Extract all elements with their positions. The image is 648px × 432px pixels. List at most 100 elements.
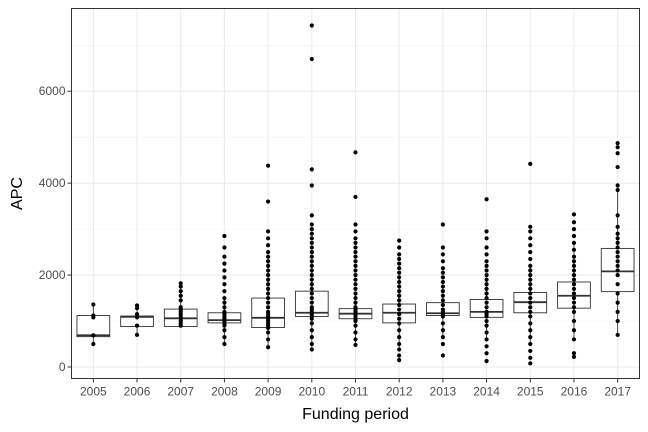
data-point [397,302,402,308]
data-point [353,295,358,301]
data-point [222,282,227,287]
x-tick-label: 2008 [211,385,238,399]
data-point [571,247,577,252]
data-point [266,295,271,301]
data-point [397,335,402,340]
data-point [615,272,620,278]
data-point [528,256,533,262]
data-point [397,284,402,289]
data-point [309,263,314,268]
data-point [615,224,620,229]
data-point [397,293,402,298]
data-point [178,289,183,294]
data-point [615,183,620,188]
data-point [528,341,533,347]
data-point [178,293,183,298]
data-point [440,266,445,271]
data-point [615,300,620,305]
data-point [397,238,402,243]
data-point [484,291,489,296]
data-point [571,354,577,359]
data-point [397,341,402,347]
data-point [353,342,358,348]
data-point [178,298,183,303]
data-point [397,270,402,275]
data-point [309,231,314,236]
data-point [178,305,183,310]
data-point [266,337,271,342]
data-point [571,305,577,310]
data-point [571,272,577,278]
data-point [440,335,445,340]
data-point [134,323,140,328]
x-tick-label: 2016 [561,385,588,399]
data-point [484,295,489,301]
data-point [397,358,402,363]
data-point [615,187,620,193]
data-point [528,305,533,310]
data-point [397,316,402,321]
data-point [440,284,445,289]
data-point [353,277,358,282]
data-point [266,236,271,241]
data-point [440,328,445,333]
data-point [484,282,489,287]
data-point [309,268,314,273]
data-point [528,291,533,296]
data-point [484,300,489,305]
data-point [528,286,533,291]
data-point [615,263,620,268]
data-point [309,286,314,291]
data-point [309,282,314,287]
y-tick-label: 4000 [39,176,66,190]
y-tick-label: 0 [59,360,66,374]
data-point [353,337,358,342]
data-point [571,318,577,324]
data-point [222,295,227,301]
points-layer [91,23,620,366]
data-point [484,245,489,250]
data-point [222,300,227,305]
data-point [571,259,577,264]
data-point [440,298,445,303]
data-point [91,302,96,307]
data-point [397,245,402,250]
data-point [353,268,358,273]
data-point [484,318,489,324]
data-point [222,309,227,314]
data-point [309,167,314,172]
data-point [353,150,358,155]
data-point [528,361,533,366]
y-axis-title: APC [9,177,26,210]
data-point [571,263,577,268]
data-point [266,199,271,204]
data-point [440,353,445,358]
data-point [266,300,271,305]
data-point [222,261,227,266]
data-point [178,281,183,286]
data-point [91,313,96,318]
x-tick-label: 2006 [124,385,151,399]
y-tick-label: 6000 [39,84,66,98]
data-point [353,323,358,328]
data-point [222,305,227,310]
x-tick-label: 2005 [80,385,107,399]
data-point [571,309,577,314]
data-point [178,284,183,289]
data-point [528,229,533,234]
data-point [571,291,577,296]
data-point [309,222,314,227]
data-point [571,282,577,287]
data-point [134,312,140,317]
data-point [571,220,577,225]
data-point [484,236,489,241]
data-point [571,277,577,282]
data-point [397,256,402,262]
data-point [222,245,227,250]
data-point [571,337,577,342]
data-point [266,345,271,350]
data-point [484,358,489,364]
data-point [397,328,402,333]
data-point [615,213,620,218]
data-point [528,328,533,333]
